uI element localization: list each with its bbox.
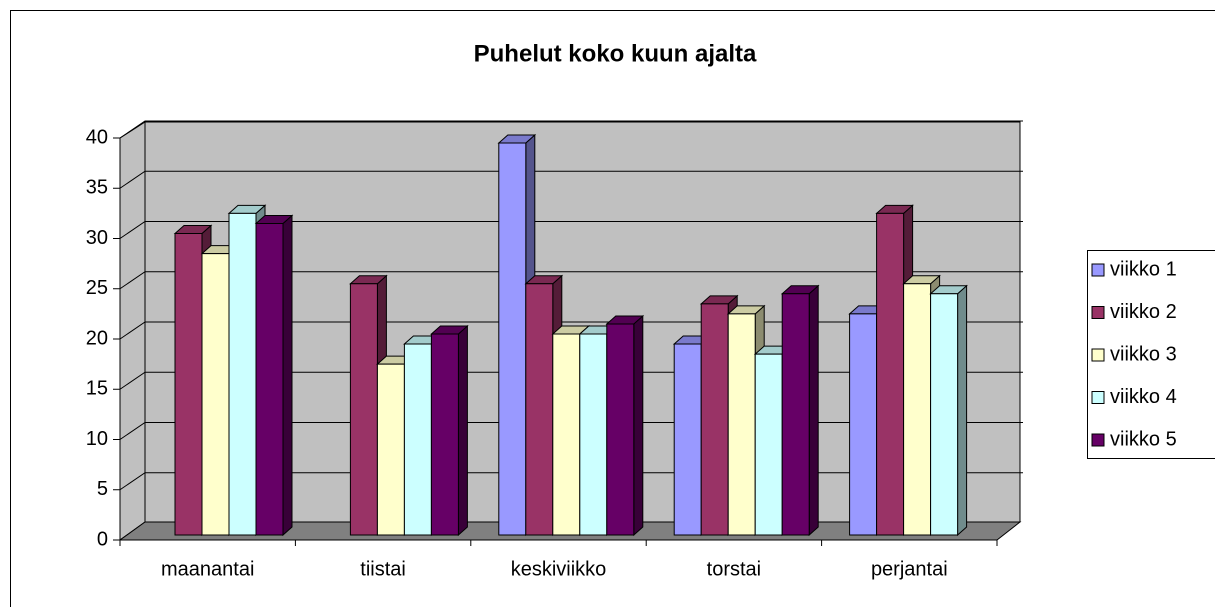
bar-face: [349, 283, 378, 536]
legend-swatch: [1091, 306, 1105, 319]
bar-face: [808, 284, 819, 537]
legend-swatch: [1091, 391, 1105, 404]
bar-face: [876, 212, 905, 536]
bar-face: [376, 363, 405, 536]
bar-face: [579, 333, 608, 536]
bar-face: [174, 233, 203, 536]
bar-face: [457, 324, 468, 537]
bar-face: [957, 284, 968, 537]
legend-label: viikko 4: [1110, 386, 1177, 408]
x-tick-label: maanantai: [161, 558, 254, 580]
legend-label: viikko 2: [1110, 301, 1177, 323]
bar-face: [754, 353, 783, 536]
bar-face: [903, 283, 932, 536]
bar: [430, 324, 469, 537]
y-tick-label: 10: [86, 428, 108, 450]
y-tick-label: 25: [86, 277, 108, 299]
bar-face: [498, 142, 527, 536]
bar-face: [700, 303, 729, 536]
bar-face: [673, 343, 702, 536]
y-tick-label: 30: [86, 227, 108, 249]
bar-face: [849, 313, 878, 536]
y-tick-label: 40: [86, 126, 108, 148]
y-tick-label: 15: [86, 378, 108, 400]
grid-line: [119, 221, 1023, 239]
bar-face: [930, 293, 959, 536]
bar-face: [781, 293, 810, 536]
grid-line: [119, 120, 1023, 139]
legend-label: viikko 1: [1110, 258, 1177, 280]
y-tick-label: 5: [97, 478, 108, 500]
grid-line: [119, 271, 1023, 290]
bar: [780, 284, 820, 537]
grid-line: [119, 170, 1023, 189]
bar-face: [430, 333, 459, 536]
bar-face: [552, 333, 581, 536]
legend-box: [1087, 250, 1215, 459]
x-tick-label: tiistai: [360, 558, 406, 580]
chart-title: Puhelut koko kuun ajalta: [474, 40, 757, 67]
legend-swatch: [1091, 263, 1105, 277]
y-tick-label: 35: [86, 177, 108, 199]
legend-label: viikko 5: [1110, 428, 1177, 450]
x-tick-label: perjantai: [871, 558, 948, 580]
y-tick-label: 20: [86, 327, 108, 349]
legend-label: viikko 3: [1110, 343, 1177, 365]
bar-face: [727, 313, 756, 536]
bar: [254, 214, 294, 537]
bar: [605, 314, 645, 537]
bar-face: [525, 283, 554, 536]
bar-face: [255, 222, 284, 536]
x-tick-label: torstai: [707, 558, 761, 580]
bar-face: [201, 253, 230, 536]
bar: [929, 284, 968, 537]
legend-swatch: [1091, 348, 1105, 362]
bar-face: [633, 314, 644, 537]
bar-face: [228, 212, 257, 536]
x-tick-label: keskiviikko: [511, 558, 607, 580]
y-tick-label: 0: [97, 528, 108, 550]
bar-face: [403, 343, 432, 536]
legend-swatch: [1091, 433, 1105, 447]
bar-face: [606, 323, 635, 536]
bar-face: [282, 214, 293, 537]
